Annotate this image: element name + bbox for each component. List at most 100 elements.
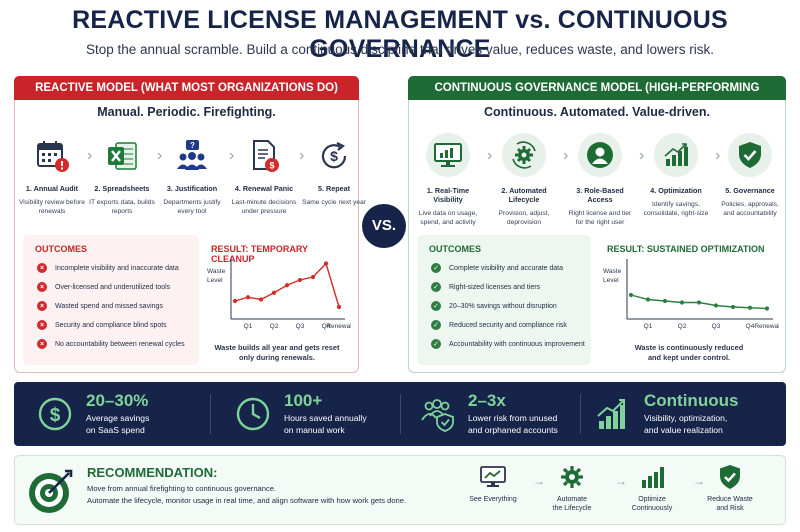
divider xyxy=(580,394,581,434)
chevron-right-icon: › xyxy=(715,147,721,164)
chevron-right-icon: › xyxy=(157,147,163,164)
chevron-right-icon: › xyxy=(563,147,569,164)
chevron-right-icon: › xyxy=(299,147,305,164)
arrow-right-icon: → xyxy=(533,474,545,488)
x-icon: × xyxy=(37,339,47,349)
x-tick-label: Q4 xyxy=(322,323,331,330)
step-title: 2. Automated Lifecycle xyxy=(501,186,547,204)
check-icon: ✓ xyxy=(431,301,441,311)
y-axis-label: Waste xyxy=(207,268,226,275)
question-team-icon: ? xyxy=(173,137,211,175)
step-title: 2. Spreadsheets xyxy=(94,184,150,193)
chevron-right-icon: › xyxy=(87,147,93,164)
result-title: RESULT: TEMPORARY CLEANUP xyxy=(211,244,308,264)
data-point xyxy=(271,290,277,295)
chevron-right-icon: › xyxy=(487,147,493,164)
svg-text:$: $ xyxy=(50,405,61,426)
divider xyxy=(400,394,401,434)
outcomes-title: OUTCOMES xyxy=(35,244,88,254)
data-point xyxy=(336,304,342,310)
recommendation-heading: RECOMMENDATION: xyxy=(87,465,218,480)
x-tick-label: Q3 xyxy=(712,323,721,330)
reactive-result: RESULT: TEMPORARY CLEANUP Waste Level Q1 Q2… xyxy=(203,235,351,365)
chevron-right-icon: › xyxy=(229,147,235,164)
list-item: ✓ 20–30% savings without disruption xyxy=(431,301,591,311)
reactive-outcomes: OUTCOMES × Incomplete visibility and inac… xyxy=(23,235,199,365)
x-icon: × xyxy=(37,320,47,330)
step-desc: Last-minute decisions under pressure xyxy=(231,199,297,216)
list-item: × Over-licensed and underutilized tools xyxy=(37,282,199,292)
y-axis-label: Level xyxy=(207,277,223,284)
shield-check-icon xyxy=(728,133,772,177)
data-point xyxy=(679,300,685,305)
flow-step-see-everything: See Everything xyxy=(458,462,528,504)
svg-text:$: $ xyxy=(269,161,274,171)
flow-step-optimize: Optimize Continuously xyxy=(617,462,687,513)
continuous-header: CONTINUOUS GOVERNANCE MODEL (HIGH-PERFOR… xyxy=(408,76,786,118)
svg-text:$: $ xyxy=(330,148,338,164)
stat-value: 100+ xyxy=(284,391,323,411)
y-axis-label: Waste xyxy=(603,268,622,275)
list-item: ✓ Reduced security and compliance risk xyxy=(431,320,591,330)
list-item: × No accountability between renewal cycle… xyxy=(37,339,199,349)
flow-label: Optimize Continuously xyxy=(631,496,673,513)
continuous-step-role-access: 3. Role-Based Access Right license and t… xyxy=(565,133,635,227)
dollar-circle-icon: $ xyxy=(34,393,76,435)
stat-label: Visibility, optimization, and value reali… xyxy=(644,413,728,435)
step-title: 4. Optimization xyxy=(650,186,702,195)
dollar-cycle-icon: $ xyxy=(315,137,353,175)
arrow-right-icon: → xyxy=(615,474,627,488)
list-item: ✓ Right-sized licenses and tiers xyxy=(431,282,591,292)
outcomes-title: OUTCOMES xyxy=(429,244,482,254)
data-point xyxy=(232,298,238,304)
step-title: 3. Justification xyxy=(166,184,218,193)
step-title: 1. Real-Time Visibility xyxy=(426,186,470,204)
clock-icon xyxy=(232,393,274,435)
reactive-step-renewal-panic: $ 4. Renewal Panic Last-minute decisions… xyxy=(229,133,299,216)
data-point xyxy=(284,283,290,288)
continuous-step-visibility: 1. Real-Time Visibility Live data on usa… xyxy=(413,133,483,227)
data-point xyxy=(645,297,651,302)
continuous-tagline: Continuous. Automated. Value-driven. xyxy=(484,105,710,119)
step-title: 4. Renewal Panic xyxy=(234,184,294,193)
spreadsheet-icon xyxy=(103,137,141,175)
data-point xyxy=(323,261,329,266)
list-item: ✓ Complete visibility and accurate data xyxy=(431,263,591,273)
reactive-step-justification: ? 3. Justification Departments justify e… xyxy=(157,133,227,216)
list-item: × Wasted spend and missed savings xyxy=(37,301,199,311)
data-point xyxy=(662,298,668,304)
continuous-step-optimization: 4. Optimization Identify savings, consol… xyxy=(641,133,711,218)
calendar-alert-icon xyxy=(33,137,71,175)
step-desc: IT exports data, builds reports xyxy=(89,199,155,216)
vs-badge: VS. xyxy=(362,204,406,248)
team-shield-icon xyxy=(416,393,458,435)
x-tick-label: Q2 xyxy=(678,323,687,330)
target-icon xyxy=(25,465,77,517)
reactive-header: REACTIVE MODEL (WHAT MOST ORGANIZATIONS … xyxy=(14,76,359,100)
step-title: 1. Annual Audit xyxy=(25,184,79,193)
stat-hours: 100+ Hours saved annually on manual work xyxy=(232,382,367,446)
data-point xyxy=(310,274,316,280)
stat-label: Lower risk from unused and orphaned accou… xyxy=(468,413,558,435)
check-icon: ✓ xyxy=(431,339,441,349)
recommendation-box: RECOMMENDATION: Move from annual firefig… xyxy=(14,455,786,525)
step-desc: Right license and tier for the right use… xyxy=(568,210,632,227)
x-tick-label: Q4 xyxy=(746,323,755,330)
data-point xyxy=(747,305,753,310)
reactive-step-spreadsheets: 2. Spreadsheets IT exports data, builds … xyxy=(87,133,157,216)
reactive-model-panel: REACTIVE MODEL (WHAT MOST ORGANIZATIONS … xyxy=(14,76,366,373)
x-tick-label: Renewal xyxy=(754,323,779,330)
x-tick-label: Q1 xyxy=(644,323,653,330)
stat-value: 2–3x xyxy=(468,391,506,411)
chevron-right-icon: › xyxy=(639,147,645,164)
check-icon: ✓ xyxy=(431,282,441,292)
list-item: × Security and compliance blind spots xyxy=(37,320,199,330)
step-desc: Visibility review before renewals xyxy=(18,199,86,216)
svg-text:?: ? xyxy=(190,141,195,150)
reactive-step-repeat: $ 5. Repeat Same cycle next year xyxy=(299,133,369,207)
continuous-steps: 1. Real-Time Visibility Live data on usa… xyxy=(409,133,785,263)
divider xyxy=(210,394,211,434)
stat-value: Continuous xyxy=(644,391,739,411)
page-subtitle: Stop the annual scramble. Build a contin… xyxy=(85,42,715,57)
step-desc: Same cycle next year xyxy=(302,199,366,206)
